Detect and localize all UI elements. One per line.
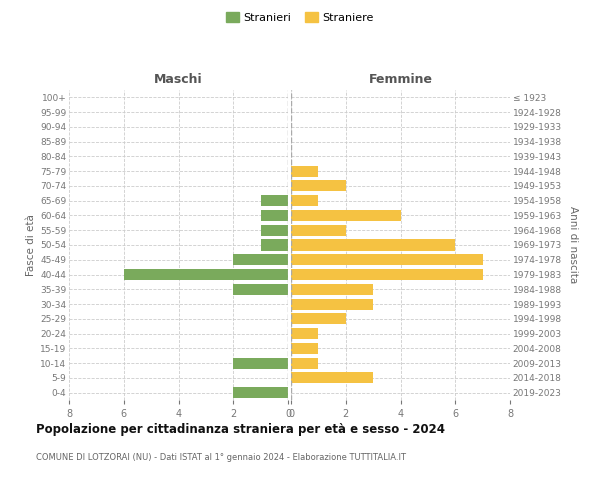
Bar bbox=[291, 358, 319, 368]
Bar bbox=[233, 254, 288, 266]
Y-axis label: Anni di nascita: Anni di nascita bbox=[568, 206, 578, 284]
Bar bbox=[291, 166, 319, 176]
Bar bbox=[291, 343, 319, 354]
Bar bbox=[291, 195, 319, 206]
Bar bbox=[291, 180, 346, 192]
Bar bbox=[291, 372, 373, 384]
Bar bbox=[233, 358, 288, 368]
Bar bbox=[260, 240, 288, 250]
Bar bbox=[291, 298, 373, 310]
Y-axis label: Fasce di età: Fasce di età bbox=[26, 214, 36, 276]
Bar bbox=[291, 284, 373, 295]
Bar bbox=[291, 240, 455, 250]
Bar bbox=[291, 224, 346, 236]
Title: Femmine: Femmine bbox=[368, 73, 433, 86]
Title: Maschi: Maschi bbox=[154, 73, 203, 86]
Bar bbox=[260, 210, 288, 221]
Legend: Stranieri, Straniere: Stranieri, Straniere bbox=[221, 8, 379, 28]
Bar bbox=[291, 210, 401, 221]
Bar bbox=[124, 269, 288, 280]
Bar bbox=[291, 254, 482, 266]
Text: Popolazione per cittadinanza straniera per età e sesso - 2024: Popolazione per cittadinanza straniera p… bbox=[36, 422, 445, 436]
Bar bbox=[291, 269, 482, 280]
Bar bbox=[260, 224, 288, 236]
Bar bbox=[233, 387, 288, 398]
Bar bbox=[260, 195, 288, 206]
Bar bbox=[291, 314, 346, 324]
Bar bbox=[291, 328, 319, 339]
Bar bbox=[233, 284, 288, 295]
Text: COMUNE DI LOTZORAI (NU) - Dati ISTAT al 1° gennaio 2024 - Elaborazione TUTTITALI: COMUNE DI LOTZORAI (NU) - Dati ISTAT al … bbox=[36, 452, 406, 462]
